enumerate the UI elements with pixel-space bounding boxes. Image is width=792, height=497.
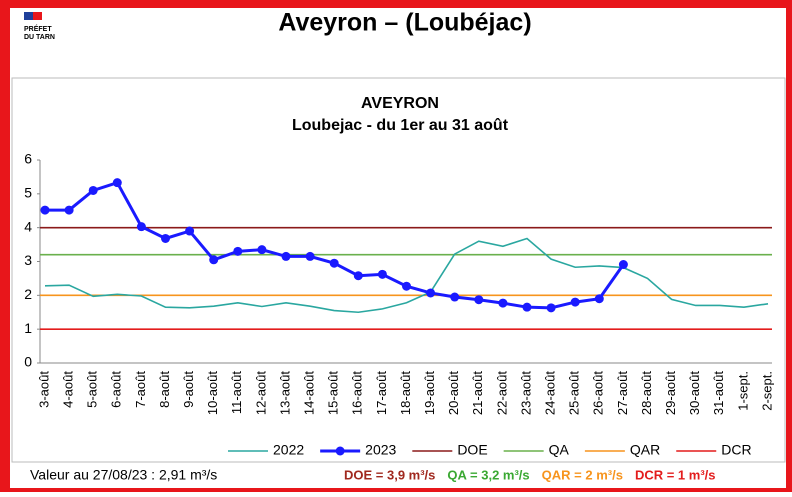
y-tick-label: 4: [24, 218, 32, 234]
data-point: [233, 246, 243, 256]
x-tick-label: 13-août: [277, 371, 292, 415]
value-note: Valeur au 27/08/23 : 2,91 m³/s: [30, 467, 217, 483]
y-tick-label: 3: [24, 252, 32, 268]
x-tick-label: 22-août: [494, 371, 509, 415]
x-tick-label: 9-août: [181, 371, 196, 408]
x-tick-label: 25-août: [567, 371, 582, 415]
data-point: [402, 281, 411, 291]
data-point: [209, 255, 219, 265]
x-tick-label: 30-août: [687, 371, 702, 415]
data-point: [546, 303, 556, 313]
data-point: [64, 205, 74, 215]
data-point: [88, 185, 98, 195]
x-tick-label: 7-août: [133, 371, 148, 408]
legend-label: DCR: [721, 442, 751, 458]
data-point: [185, 226, 195, 236]
logo-line: DU TARN: [24, 34, 55, 41]
data-point: [450, 292, 460, 302]
x-tick-label: 1-sept.: [735, 371, 750, 411]
x-tick-label: 29-août: [663, 371, 678, 415]
data-point: [305, 251, 315, 261]
x-tick-label: 2-sept.: [759, 371, 774, 411]
x-tick-label: 28-août: [639, 371, 654, 415]
x-tick-label: 4-août: [61, 371, 76, 408]
x-tick-label: 17-août: [374, 371, 389, 415]
legend-label: QA: [549, 442, 570, 458]
threshold-note: QAR = 2 m³/s: [542, 467, 623, 482]
x-tick-label: 31-août: [711, 371, 726, 415]
x-tick-label: 8-août: [157, 371, 172, 408]
legend-label: 2023: [365, 442, 396, 458]
legend-marker: [335, 446, 345, 456]
x-tick-label: 26-août: [591, 371, 606, 415]
chart-subtitle: Loubejac - du 1er au 31 août: [292, 117, 509, 134]
data-point: [257, 245, 267, 255]
x-tick-label: 5-août: [85, 371, 100, 408]
x-tick-label: 23-août: [518, 371, 533, 415]
data-point: [161, 233, 170, 243]
chart-title: AVEYRON: [361, 95, 439, 112]
data-point: [474, 295, 484, 305]
x-tick-label: 11-août: [229, 371, 244, 415]
threshold-note: DCR = 1 m³/s: [635, 467, 716, 482]
data-point: [498, 298, 508, 308]
data-point: [136, 222, 146, 232]
series-line: [44, 237, 769, 314]
logo-line: PRÉFET: [24, 24, 52, 33]
data-point: [426, 288, 436, 298]
x-tick-label: 3-août: [36, 371, 51, 408]
legend-label: QAR: [630, 442, 660, 458]
threshold-note: QA = 3,2 m³/s: [447, 467, 529, 482]
legend-label: DOE: [457, 442, 487, 458]
threshold-note: DOE = 3,9 m³/s: [344, 467, 435, 482]
data-point: [329, 258, 339, 268]
data-point: [40, 205, 50, 215]
data-point: [112, 178, 122, 188]
data-point: [570, 297, 580, 307]
data-point: [377, 269, 387, 279]
x-tick-label: 16-août: [350, 371, 365, 415]
x-tick-label: 15-août: [326, 371, 341, 415]
x-tick-label: 20-août: [446, 371, 461, 415]
x-tick-label: 10-août: [205, 371, 220, 415]
x-tick-label: 12-août: [253, 371, 268, 415]
x-tick-label: 21-août: [470, 371, 485, 415]
flag-red: [33, 12, 42, 20]
y-tick-label: 2: [24, 286, 32, 302]
x-tick-label: 19-août: [422, 371, 437, 415]
y-tick-label: 0: [24, 354, 32, 370]
x-tick-label: 6-août: [109, 371, 124, 408]
slide-title: Aveyron – (Loubéjac): [278, 9, 531, 37]
data-point: [281, 251, 291, 261]
y-tick-label: 1: [24, 320, 32, 336]
x-tick-label: 24-août: [543, 371, 558, 415]
y-tick-label: 5: [24, 185, 32, 201]
data-point: [618, 260, 628, 270]
data-point: [522, 302, 532, 312]
data-point: [594, 294, 604, 304]
y-tick-label: 6: [24, 151, 32, 167]
legend-label: 2022: [273, 442, 304, 458]
flag-blue: [24, 12, 33, 20]
chart-frame: [11, 77, 786, 463]
x-tick-label: 27-août: [615, 371, 630, 415]
x-tick-label: 14-août: [302, 371, 317, 415]
data-point: [353, 271, 363, 281]
x-tick-label: 18-août: [398, 371, 413, 415]
